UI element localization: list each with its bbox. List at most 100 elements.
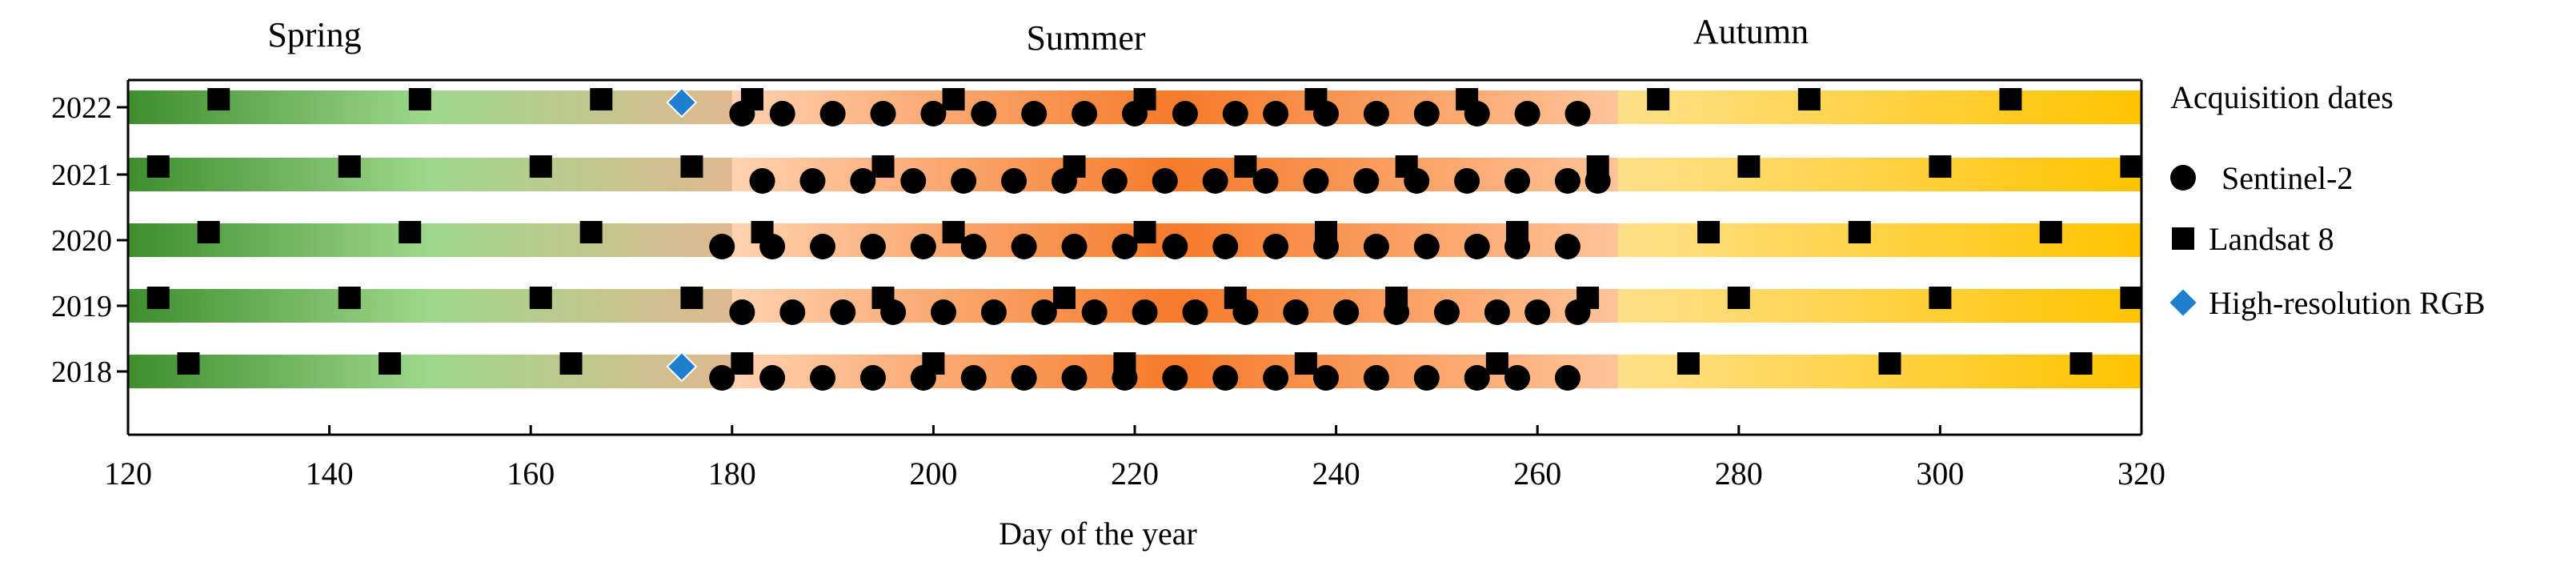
sentinel-2-point [1554, 234, 1580, 259]
landsat-8-point [177, 352, 200, 375]
x-tick-label: 160 [507, 456, 555, 492]
landsat-8-point [1737, 155, 1761, 178]
sentinel-2-point [1263, 101, 1289, 126]
sentinel-2-point [1031, 299, 1057, 325]
sentinel-2-point [1413, 365, 1440, 391]
legend-label-sentinel-2: Sentinel-2 [2221, 160, 2353, 196]
landsat-8-point [740, 88, 763, 110]
x-tick-label: 240 [1312, 456, 1360, 492]
landsat-8-point [1294, 352, 1317, 375]
landsat-8-point [146, 287, 170, 309]
sentinel-2-point [859, 234, 886, 259]
sentinel-2-point [1454, 168, 1480, 194]
landsat-8-point [146, 155, 170, 178]
sentinel-2-point [1283, 299, 1309, 325]
sentinel-2-point [1413, 101, 1440, 126]
band-spring-2020 [128, 223, 733, 257]
x-tick-label: 200 [909, 456, 957, 492]
sentinel-2-point [1263, 234, 1289, 259]
legend-marker-sentinel-2 [2170, 165, 2196, 191]
landsat-8-point [1234, 155, 1257, 178]
x-tick-label: 220 [1111, 456, 1159, 492]
landsat-8-point [942, 221, 965, 243]
landsat-8-point [379, 352, 402, 375]
landsat-8-point [871, 155, 895, 178]
landsat-8-point [1133, 221, 1156, 243]
sentinel-2-point [960, 365, 987, 391]
sentinel-2-point [1554, 168, 1580, 194]
landsat-8-point [1385, 287, 1408, 309]
band-spring-2019 [128, 289, 733, 323]
y-tick-label: 2021 [51, 159, 112, 192]
landsat-8-point [751, 221, 774, 243]
legend-label-high-resolution-rgb: High-resolution RGB [2209, 285, 2486, 321]
sentinel-2-point [1504, 168, 1531, 194]
landsat-8-point [197, 221, 220, 243]
band-spring-2021 [128, 158, 733, 191]
sentinel-2-point [850, 168, 876, 194]
sentinel-2-point [1564, 101, 1591, 126]
landsat-8-point [338, 155, 361, 178]
sentinel-2-point [1132, 299, 1158, 325]
landsat-8-point [1848, 221, 1871, 243]
sentinel-2-point [1303, 168, 1329, 194]
sentinel-2-point [971, 101, 997, 126]
landsat-8-point [1697, 221, 1721, 243]
sentinel-2-point [1252, 168, 1279, 194]
landsat-8-point [1878, 352, 1901, 375]
x-tick-label: 320 [2117, 456, 2165, 492]
sentinel-2-point [709, 365, 735, 391]
season-label: Autumn [1693, 12, 1809, 51]
legend-marker-landsat-8 [2172, 227, 2194, 250]
landsat-8-point [922, 352, 945, 375]
legend-label-landsat-8: Landsat 8 [2209, 221, 2334, 257]
sentinel-2-point [1212, 365, 1239, 391]
landsat-8-point [590, 88, 613, 110]
x-tick-label: 300 [1916, 456, 1964, 492]
landsat-8-point [1063, 155, 1086, 178]
landsat-8-point [1485, 352, 1508, 375]
season-label: Summer [1026, 18, 1145, 58]
sentinel-2-point [769, 101, 795, 126]
sentinel-2-point [859, 365, 886, 391]
sentinel-2-point [951, 168, 977, 194]
sentinel-2-point [1081, 299, 1108, 325]
sentinel-2-point [1504, 365, 1531, 391]
landsat-8-point [529, 287, 552, 309]
sentinel-2-point [1061, 234, 1088, 259]
band-autumn-2020 [1617, 223, 2141, 257]
landsat-8-point [1304, 88, 1328, 110]
sentinel-2-point [1554, 365, 1580, 391]
legend-marker-high-resolution-rgb [2167, 287, 2199, 319]
x-axis-label: Day of the year [999, 516, 1197, 552]
x-tick-label: 120 [104, 456, 152, 492]
band-autumn-2022 [1617, 90, 2141, 124]
sentinel-2-point [1484, 299, 1510, 325]
landsat-8-point [207, 88, 230, 110]
sentinel-2-point [1172, 101, 1198, 126]
sentinel-2-point [759, 365, 786, 391]
x-tick-label: 140 [306, 456, 354, 492]
sentinel-2-point [749, 168, 775, 194]
x-tick-label: 260 [1513, 456, 1561, 492]
season-labels: Spring Summer Autumn [267, 12, 1809, 58]
sentinel-2-point [1162, 365, 1188, 391]
landsat-8-point [1113, 352, 1136, 375]
sentinel-2-point [960, 234, 987, 259]
x-tick-label: 280 [1715, 456, 1763, 492]
sentinel-2-point [779, 299, 806, 325]
landsat-8-point [731, 352, 754, 375]
sentinel-2-point [910, 234, 936, 259]
sentinel-2-point [1333, 299, 1360, 325]
sentinel-2-point [1363, 365, 1389, 391]
sentinel-2-point [1524, 299, 1551, 325]
landsat-8-point [680, 287, 703, 309]
sentinel-2-point [920, 101, 947, 126]
landsat-8-point [1506, 221, 1529, 243]
sentinel-2-point [1353, 168, 1380, 194]
landsat-8-point [942, 88, 965, 110]
band-autumn-2021 [1617, 158, 2141, 191]
landsat-8-point [1929, 287, 1952, 309]
